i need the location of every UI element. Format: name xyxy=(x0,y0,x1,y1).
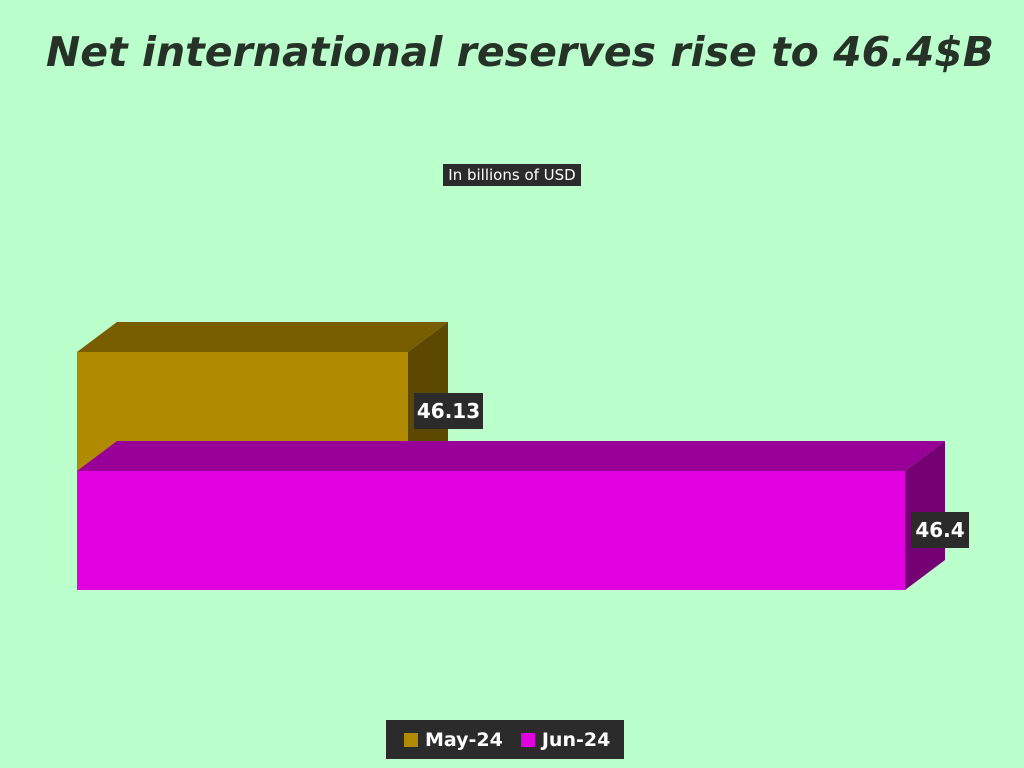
chart-title: Net international reserves rise to 46.4$… xyxy=(45,28,995,76)
bar-jun-24 xyxy=(77,471,905,590)
legend-item-may: May-24 xyxy=(404,729,503,751)
data-label-may-24: 46.13 xyxy=(417,399,480,423)
data-label-jun-24: 46.4 xyxy=(915,518,964,542)
data-label-bg-may-24 xyxy=(414,393,483,429)
legend-swatch-may xyxy=(404,732,418,747)
legend-item-jun: Jun-24 xyxy=(520,728,611,751)
legend-swatch-jun xyxy=(520,732,535,747)
data-label-bg-jun-24 xyxy=(911,512,969,548)
bar-top-jun-24 xyxy=(77,441,945,471)
chart-subtitle: In billions of USD xyxy=(443,164,581,186)
legend: May-24 Jun-24 xyxy=(386,720,625,759)
legend-label-may: May-24 xyxy=(425,728,503,751)
legend-label-jun: Jun-24 xyxy=(541,728,611,751)
bar-top-may-24 xyxy=(77,322,448,352)
